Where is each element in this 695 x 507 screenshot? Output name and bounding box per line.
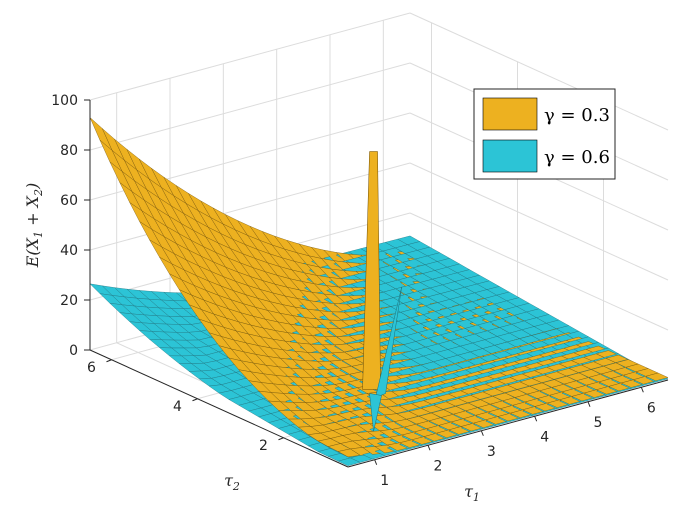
- x-axis-label: τ1: [464, 482, 480, 504]
- x-tick-label: 4: [540, 429, 549, 445]
- x-axis-line: [347, 379, 669, 468]
- y-tick-mark: [192, 398, 198, 402]
- x-tick-mark: [480, 430, 484, 436]
- legend: γ = 0.3 γ = 0.6: [473, 88, 616, 180]
- y-axis-line: [89, 349, 349, 468]
- x-tick-label: 5: [594, 415, 603, 431]
- spike-gamma-06-down: [369, 393, 382, 432]
- x-tick-mark: [587, 401, 591, 407]
- legend-entry-gamma-06: γ = 0.6: [544, 147, 610, 168]
- legend-swatch-gamma-06: [482, 139, 538, 173]
- z-tick-label: 0: [69, 343, 78, 359]
- x-tick-label: 3: [487, 444, 496, 460]
- y-tick-mark: [278, 437, 284, 441]
- z-tick-label: 100: [51, 93, 78, 109]
- x-tick-label: 1: [380, 473, 389, 489]
- spike-gamma-03: [362, 151, 381, 390]
- wall-gridline-z: [409, 212, 669, 331]
- y-tick-label: 2: [259, 438, 268, 454]
- x-tick-label: 6: [647, 400, 656, 416]
- legend-entry-gamma-03: γ = 0.3: [544, 105, 610, 126]
- wall-gridline-z: [89, 12, 411, 101]
- z-tick-label: 20: [60, 293, 78, 309]
- surface-layer: [89, 117, 669, 466]
- y-tick-mark: [106, 359, 112, 363]
- wall-gridline-z: [409, 12, 669, 131]
- wall-gridline-z: [409, 162, 669, 281]
- x-tick-label: 2: [434, 458, 443, 474]
- x-tick-mark: [374, 459, 378, 465]
- y-axis-label: τ2: [224, 471, 240, 493]
- y-tick-label: 6: [87, 360, 96, 376]
- y-tick-label: 4: [173, 399, 182, 415]
- z-tick-label: 80: [60, 143, 78, 159]
- wall-gridline-z: [89, 162, 411, 251]
- x-tick-mark: [534, 416, 538, 422]
- z-tick-label: 60: [60, 193, 78, 209]
- z-tick-label: 40: [60, 243, 78, 259]
- x-tick-mark: [640, 387, 644, 393]
- legend-swatch-gamma-03: [482, 97, 538, 131]
- wall-gridline-z: [89, 62, 411, 151]
- z-axis-label: E(X1 + X2): [23, 183, 45, 269]
- x-tick-mark: [427, 445, 431, 451]
- surface-patch-gamma-03: [645, 372, 669, 381]
